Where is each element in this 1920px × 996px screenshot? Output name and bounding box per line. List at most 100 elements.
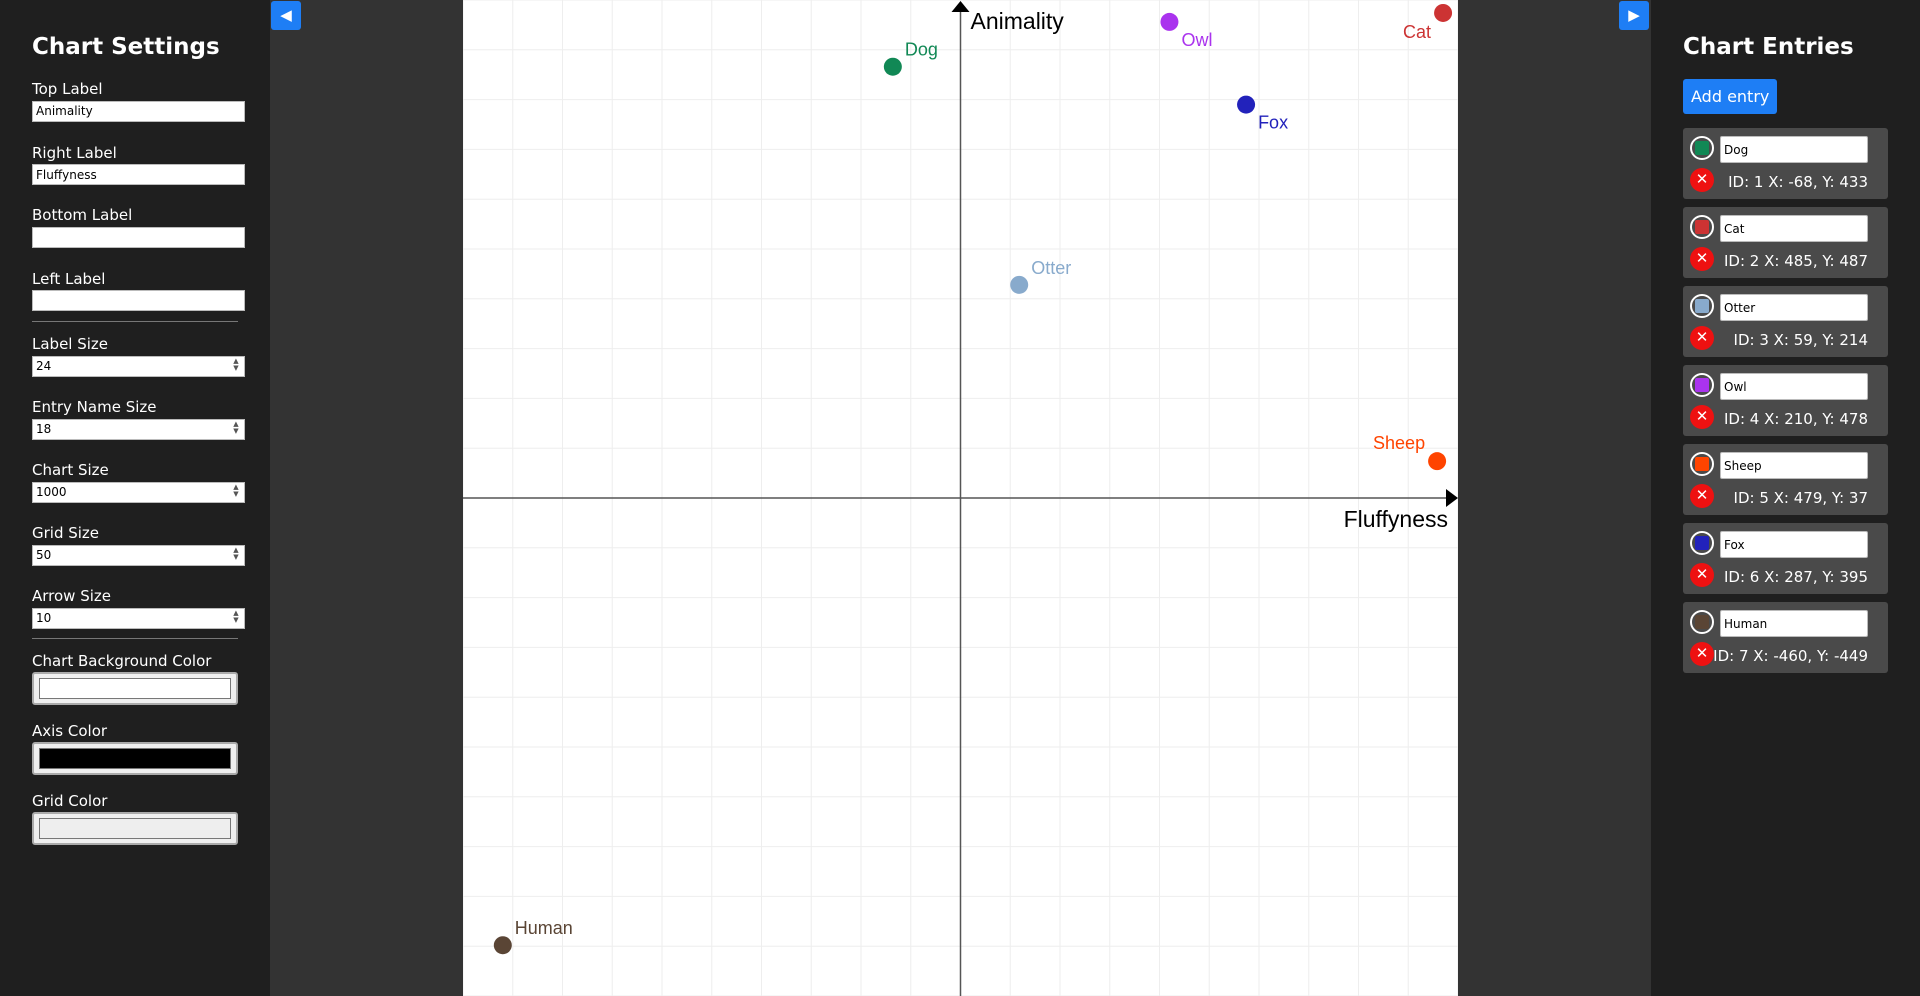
chart-canvas[interactable]: Animality Fluffyness Dog Cat Otter Owl Sheep Fo… bbox=[463, 0, 1458, 996]
axis-color-picker[interactable] bbox=[32, 742, 238, 775]
top-label-label: Top Label bbox=[32, 80, 103, 98]
data-point bbox=[1010, 275, 1029, 294]
data-point-label: Human bbox=[515, 918, 573, 938]
delete-icon[interactable]: ✕ bbox=[1690, 642, 1714, 666]
bottom-label-setting: Bottom Label bbox=[32, 206, 270, 248]
data-point-label: Fox bbox=[1258, 113, 1288, 133]
scatter-chart[interactable]: Animality Fluffyness Dog Cat Otter Owl Sheep Fo… bbox=[463, 0, 1458, 996]
axis-color-swatch bbox=[39, 748, 231, 769]
grid-color-setting: Grid Color bbox=[32, 792, 270, 845]
collapse-right-panel-button[interactable]: ▶ bbox=[1619, 1, 1649, 30]
bottom-label-label: Bottom Label bbox=[32, 206, 133, 224]
delete-icon[interactable]: ✕ bbox=[1690, 484, 1714, 508]
grid-size-setting: Grid Size ▲▼ bbox=[32, 524, 270, 566]
entry-name-input[interactable]: Human bbox=[1720, 610, 1868, 637]
right-label-label: Right Label bbox=[32, 143, 117, 162]
left-label-input[interactable] bbox=[32, 290, 245, 311]
bottom-label-input[interactable] bbox=[32, 226, 245, 248]
label-size-setting: Label Size ▲▼ bbox=[32, 335, 270, 377]
spinner-icon[interactable]: ▲ ▼ bbox=[233, 609, 239, 624]
top-axis-label: Animality bbox=[971, 8, 1065, 34]
entry-name-size-input[interactable] bbox=[32, 418, 245, 440]
chart-bg-color-setting: Chart Background Color bbox=[32, 652, 270, 705]
entry-card: Human ✕ ID: 7 X: -460, Y: -449 bbox=[1683, 602, 1888, 673]
data-point-label: Otter bbox=[1031, 258, 1071, 278]
add-entry-button[interactable]: Add entry bbox=[1683, 79, 1778, 114]
entries-title: Chart Entries bbox=[1683, 34, 1854, 60]
entry-card: Cat ✕ ID: 2 X: 485, Y: 487 bbox=[1683, 207, 1888, 278]
entry-color-picker[interactable] bbox=[1690, 531, 1714, 555]
data-point bbox=[883, 57, 902, 76]
entry-color-picker[interactable] bbox=[1690, 294, 1714, 318]
entry-card: Otter ✕ ID: 3 X: 59, Y: 214 bbox=[1683, 286, 1888, 357]
entry-card: Sheep ✕ ID: 5 X: 479, Y: 37 bbox=[1683, 444, 1888, 515]
entry-info-text: ID: 7 X: -460, Y: -449 bbox=[1713, 647, 1868, 665]
entry-name-input[interactable]: Owl bbox=[1720, 373, 1868, 400]
axis-color-setting: Axis Color bbox=[32, 722, 270, 775]
entries-list: Dog ✕ ID: 1 X: -68, Y: 433 Cat ✕ ID: 2 X: 485… bbox=[1683, 128, 1920, 673]
arrow-size-input[interactable] bbox=[32, 607, 245, 629]
entry-info-text: ID: 1 X: -68, Y: 433 bbox=[1728, 173, 1868, 191]
data-point-label: Dog bbox=[905, 40, 938, 60]
entry-info-text: ID: 6 X: 287, Y: 395 bbox=[1724, 568, 1868, 586]
collapse-left-panel-button[interactable]: ◀ bbox=[271, 1, 301, 30]
spinner-icon[interactable]: ▲ ▼ bbox=[233, 546, 239, 561]
entry-name-input[interactable]: Cat bbox=[1720, 215, 1868, 242]
entry-name-size-setting: Entry Name Size ▲▼ bbox=[32, 398, 270, 440]
chart-entries-panel: Chart Entries Add entry Dog ✕ ID: 1 X: -68… bbox=[1651, 0, 1920, 996]
entry-color-picker[interactable] bbox=[1690, 452, 1714, 476]
settings-title: Chart Settings bbox=[32, 34, 220, 60]
color-swatch-icon bbox=[1695, 615, 1709, 629]
axis-color-label: Axis Color bbox=[32, 722, 108, 740]
label-size-label: Label Size bbox=[32, 335, 109, 353]
chart-size-input[interactable] bbox=[32, 481, 245, 503]
entry-color-picker[interactable] bbox=[1690, 215, 1714, 239]
right-label-setting: Right Label bbox=[32, 143, 270, 185]
left-label-setting: Left Label bbox=[32, 270, 270, 311]
entry-color-picker[interactable] bbox=[1690, 373, 1714, 397]
data-point-label: Sheep bbox=[1373, 433, 1425, 453]
entry-info-text: ID: 2 X: 485, Y: 487 bbox=[1724, 252, 1868, 270]
data-point-label: Owl bbox=[1181, 30, 1212, 50]
delete-icon[interactable]: ✕ bbox=[1690, 326, 1714, 350]
grid-color-picker[interactable] bbox=[32, 812, 238, 845]
data-point bbox=[1434, 3, 1453, 22]
color-swatch-icon bbox=[1695, 299, 1709, 313]
grid-size-input[interactable] bbox=[32, 544, 245, 566]
chart-size-label: Chart Size bbox=[32, 461, 109, 479]
entry-info-text: ID: 5 X: 479, Y: 37 bbox=[1733, 489, 1868, 507]
settings-divider bbox=[32, 638, 238, 639]
chart-bg-color-swatch bbox=[39, 678, 231, 699]
data-point bbox=[1237, 95, 1256, 114]
entry-name-input[interactable]: Sheep bbox=[1720, 452, 1868, 479]
grid-color-label: Grid Color bbox=[32, 792, 108, 810]
entry-color-picker[interactable] bbox=[1690, 136, 1714, 160]
top-label-input[interactable] bbox=[32, 100, 245, 122]
y-axis-arrow-icon bbox=[951, 1, 970, 12]
entry-card: Owl ✕ ID: 4 X: 210, Y: 478 bbox=[1683, 365, 1888, 436]
chart-bg-color-picker[interactable] bbox=[32, 672, 238, 705]
arrow-size-label: Arrow Size bbox=[32, 587, 112, 605]
color-swatch-icon bbox=[1695, 536, 1709, 550]
color-swatch-icon bbox=[1695, 141, 1709, 155]
spinner-icon[interactable]: ▲ ▼ bbox=[233, 483, 239, 498]
delete-icon[interactable]: ✕ bbox=[1690, 247, 1714, 271]
entry-name-input[interactable]: Dog bbox=[1720, 136, 1868, 163]
data-point-label: Cat bbox=[1403, 22, 1431, 42]
entry-card: Dog ✕ ID: 1 X: -68, Y: 433 bbox=[1683, 128, 1888, 199]
spinner-icon[interactable]: ▲ ▼ bbox=[233, 357, 239, 372]
entry-name-input[interactable]: Otter bbox=[1720, 294, 1868, 321]
entry-name-input[interactable]: Fox bbox=[1720, 531, 1868, 558]
delete-icon[interactable]: ✕ bbox=[1690, 405, 1714, 429]
color-swatch-icon bbox=[1695, 378, 1709, 392]
right-label-input[interactable] bbox=[32, 164, 245, 185]
x-axis-arrow-icon bbox=[1446, 489, 1458, 507]
delete-icon[interactable]: ✕ bbox=[1690, 168, 1714, 192]
spinner-icon[interactable]: ▲ ▼ bbox=[233, 420, 239, 435]
data-point bbox=[1160, 12, 1179, 31]
chart-bg-color-label: Chart Background Color bbox=[32, 652, 212, 670]
entry-color-picker[interactable] bbox=[1690, 610, 1714, 634]
delete-icon[interactable]: ✕ bbox=[1690, 563, 1714, 587]
right-axis-label: Fluffyness bbox=[1344, 506, 1448, 532]
label-size-input[interactable] bbox=[32, 355, 245, 377]
